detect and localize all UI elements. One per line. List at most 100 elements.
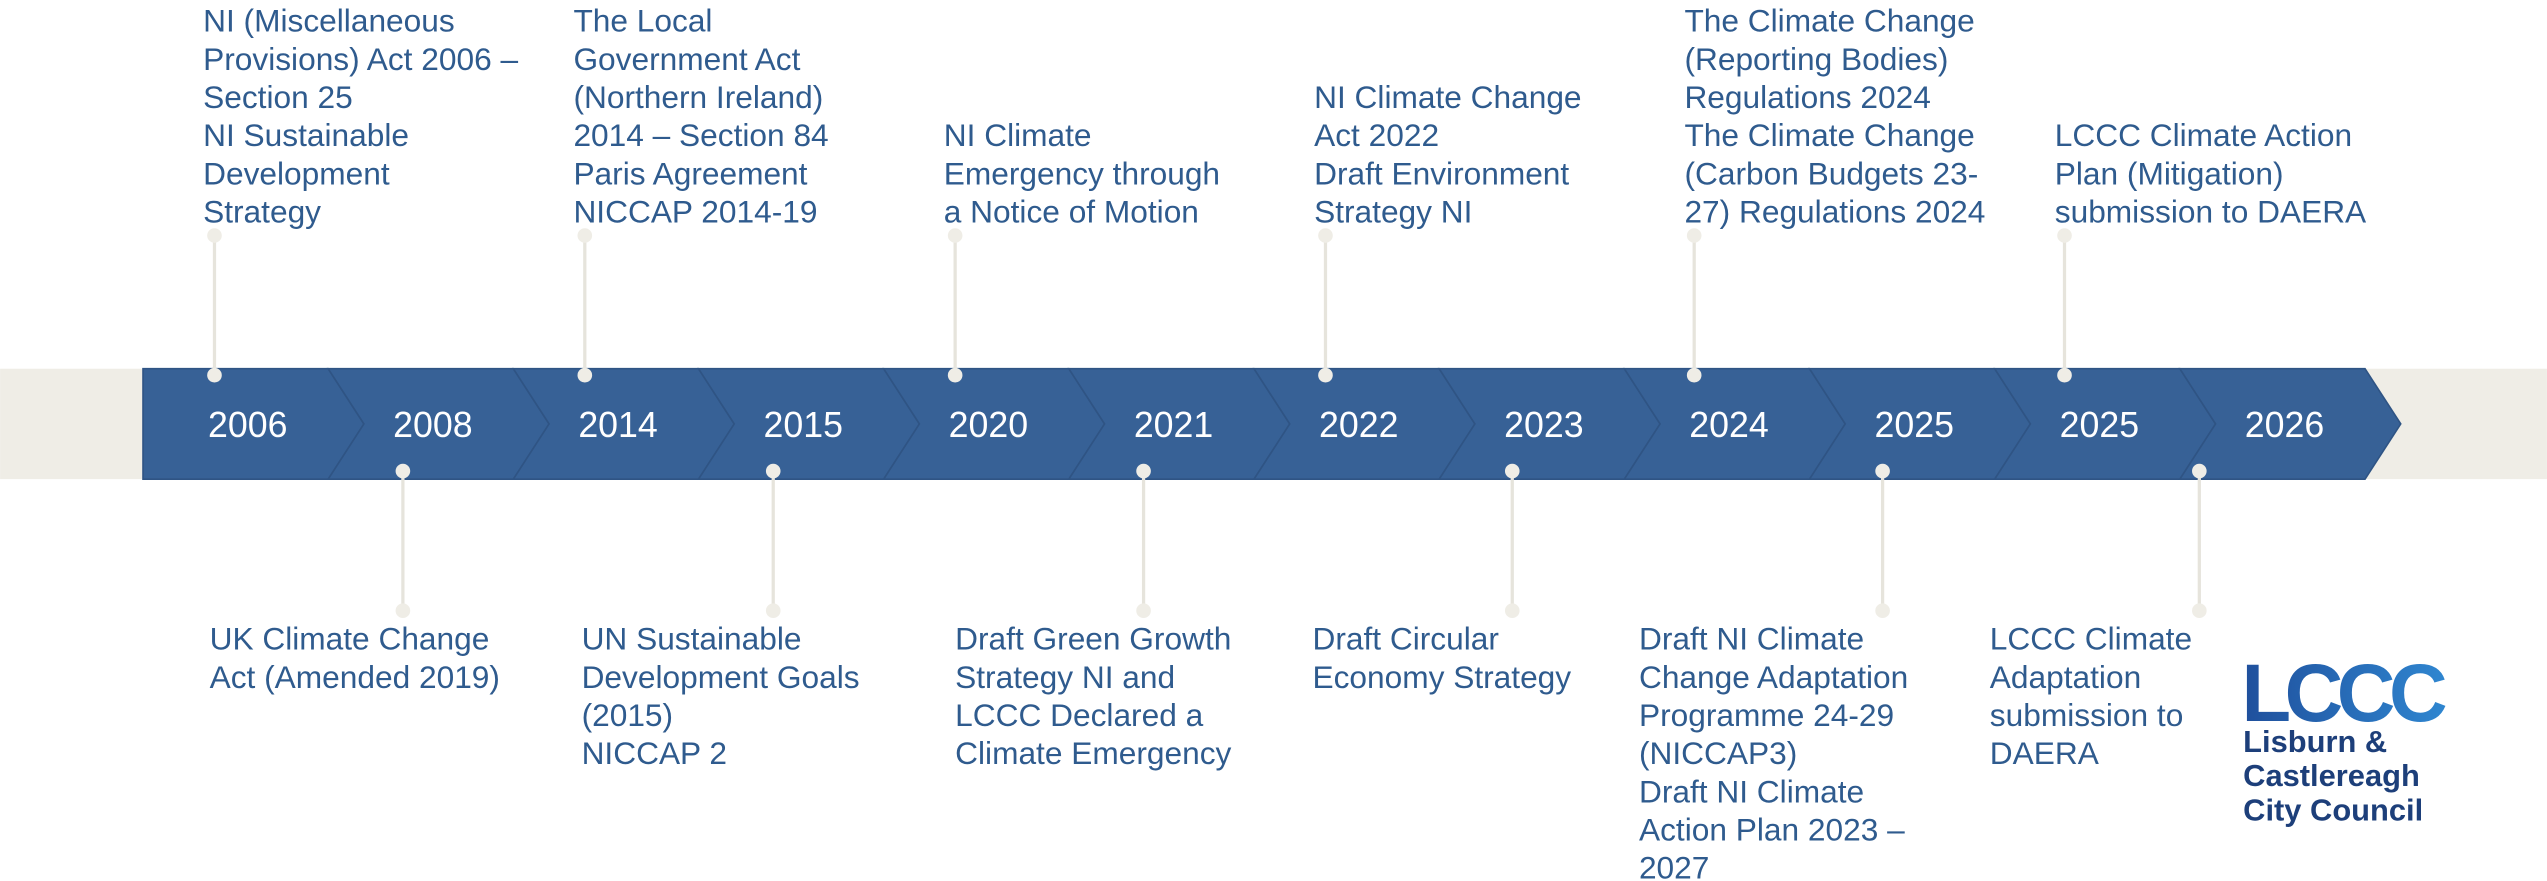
milestone-text: (Northern Ireland) [573, 79, 823, 115]
connector-dot [577, 228, 593, 243]
milestone-text: LCCC Climate Action [2055, 117, 2352, 153]
milestone-text: Development [203, 155, 390, 191]
milestone-text: Strategy [203, 194, 321, 230]
milestone-text: Draft NI Climate [1639, 621, 1864, 657]
milestone-text: Strategy NI and [955, 659, 1175, 695]
milestone-text: (2015) [582, 697, 674, 733]
connector-dot [1136, 603, 1151, 619]
milestone-text: Government Act [573, 41, 800, 77]
milestone-text: Draft Green Growth [955, 621, 1231, 657]
milestone-text: LCCC Climate [1990, 621, 2192, 657]
connector-dot [2057, 367, 2072, 383]
year-label: 2014 [578, 405, 657, 445]
milestone-text: (Reporting Bodies) [1684, 41, 1948, 77]
milestone-text: submission to [1990, 697, 2184, 733]
milestone-text: The Climate Change [1684, 117, 1974, 153]
milestone-text: Adaptation [1990, 659, 2141, 695]
connector-dot [207, 228, 222, 243]
milestone-text: Economy Strategy [1312, 659, 1571, 695]
milestone-text: NI Sustainable [203, 117, 409, 153]
milestone-text: Climate Emergency [955, 735, 1231, 771]
connector-dot [1504, 603, 1520, 619]
connector-dot [395, 603, 411, 619]
year-label: 2022 [1319, 405, 1398, 445]
milestone-text: submission to DAERA [2055, 194, 2367, 230]
connector-dot [207, 367, 222, 383]
year-label: 2008 [393, 405, 472, 445]
year-label: 2020 [949, 405, 1028, 445]
milestone-text: Change Adaptation [1639, 659, 1908, 695]
connector-dot [2192, 603, 2207, 619]
milestone-text: (NICCAP3) [1639, 735, 1797, 771]
milestone-text: 27) Regulations 2024 [1684, 194, 1985, 230]
logo-mark: LCCC [2242, 648, 2446, 739]
year-label: 2024 [1689, 405, 1768, 445]
milestone-text: Action Plan 2023 – [1639, 812, 1905, 848]
connector-dot [1686, 367, 1702, 383]
band-start [0, 368, 179, 480]
connector-dot [1875, 463, 1890, 479]
year-label: 2021 [1134, 405, 1213, 445]
milestone-text: Development Goals [582, 659, 860, 695]
connector-dot [1318, 228, 1333, 243]
milestone-text: NI (Miscellaneous [203, 3, 455, 39]
connectors [207, 228, 2207, 619]
year-label: 2023 [1504, 405, 1583, 445]
connector-dot [1318, 367, 1333, 383]
band-end [2363, 368, 2547, 480]
milestone-text: (Carbon Budgets 23- [1684, 155, 1978, 191]
milestone-text: Draft NI Climate [1639, 773, 1864, 809]
connector-dot [947, 367, 963, 383]
milestone-text: UK Climate Change [210, 621, 490, 657]
milestone-text: NI Climate [944, 117, 1092, 153]
logo-text: Castlereagh [2243, 758, 2420, 793]
milestone-text: NICCAP 2014-19 [573, 194, 817, 230]
milestone-text: DAERA [1990, 735, 2100, 771]
milestone-text: Plan (Mitigation) [2055, 155, 2284, 191]
connector-dot [1686, 228, 1702, 243]
year-label: 2025 [1874, 405, 1953, 445]
milestone-text: The Climate Change [1684, 3, 1974, 39]
milestone-text: 2014 – Section 84 [573, 117, 828, 153]
year-label: 2025 [2060, 405, 2139, 445]
milestone-text: NICCAP 2 [582, 735, 727, 771]
year-label: 2026 [2245, 405, 2324, 445]
milestone-text: Act (Amended 2019) [210, 659, 500, 695]
milestone-text: Draft Environment [1314, 155, 1569, 191]
milestone-text: Provisions) Act 2006 – [203, 41, 518, 77]
connector-dot [765, 603, 781, 619]
connector-dot [2057, 228, 2072, 243]
milestone-text: Section 25 [203, 79, 353, 115]
milestone-text: Draft Circular [1312, 621, 1499, 657]
connector-dot [765, 463, 781, 479]
milestone-text: Regulations 2024 [1684, 79, 1930, 115]
milestone-text: a Notice of Motion [944, 194, 1199, 230]
milestone-text: Programme 24-29 [1639, 697, 1894, 733]
year-label: 2015 [763, 405, 842, 445]
connector-dot [1875, 603, 1890, 619]
logo-text: Lisburn & [2243, 724, 2387, 759]
milestone-text: NI Climate Change [1314, 79, 1581, 115]
connector-dot [395, 463, 411, 479]
milestone-text: LCCC Declared a [955, 697, 1203, 733]
year-label: 2006 [208, 405, 287, 445]
milestone-text: Emergency through [944, 155, 1220, 191]
connector-dot [947, 228, 963, 243]
milestone-text: The Local [573, 3, 712, 39]
connector-dot [2192, 463, 2207, 479]
segments: 2006 2008 2014 2015 2020 2021 2022 2023 2024 2025… [142, 367, 2402, 480]
connector-dot [1136, 463, 1151, 479]
logo-text: City Council [2243, 792, 2423, 827]
milestone-text: Strategy NI [1314, 194, 1472, 230]
connector-dot [1504, 463, 1520, 479]
milestone-text: Act 2022 [1314, 117, 1439, 153]
chevron [2178, 367, 2402, 480]
milestone-text: Paris Agreement [573, 155, 807, 191]
connector-dot [577, 367, 593, 383]
milestone-text: 2027 [1639, 850, 1709, 881]
milestone-text: UN Sustainable [582, 621, 802, 657]
